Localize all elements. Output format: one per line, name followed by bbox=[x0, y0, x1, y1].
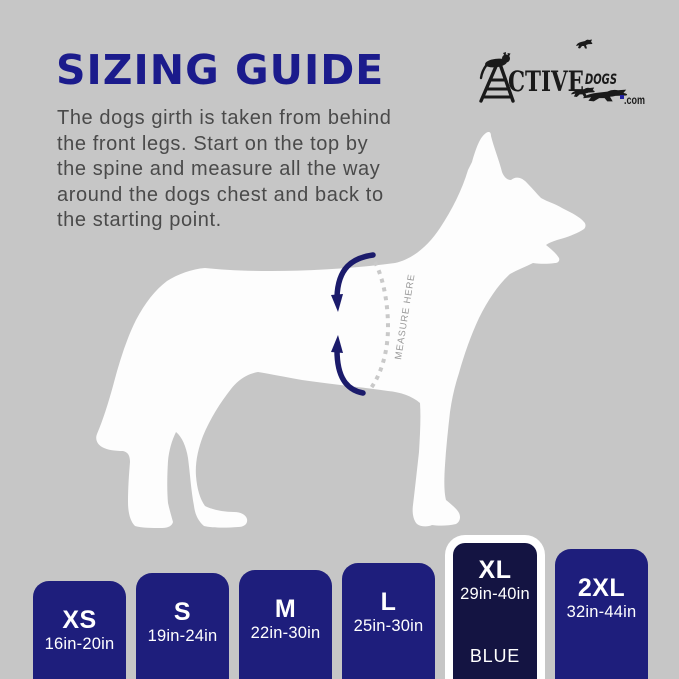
size-label: M bbox=[274, 595, 297, 623]
running-dog-icon bbox=[576, 39, 593, 49]
measure-arrow-top bbox=[334, 252, 376, 300]
activedogs-logo: CTIVE DOGS .com bbox=[475, 32, 650, 112]
instructions-line: the front legs. Start on the top by bbox=[57, 132, 369, 155]
size-bar: XL 29in-40in BLUE bbox=[445, 535, 545, 679]
size-chart: XS 16in-20in S 19in-24in M 22in-30in L 2… bbox=[33, 535, 648, 679]
logo-dot bbox=[620, 95, 624, 99]
running-dog-icon bbox=[571, 87, 595, 97]
activedogs-logo-graphic: CTIVE DOGS .com bbox=[479, 39, 645, 107]
logo-wordmark-dogs: DOGS bbox=[585, 72, 617, 88]
dog-silhouette bbox=[96, 132, 586, 528]
size-label: 2XL bbox=[577, 574, 626, 602]
size-bar: XS 16in-20in bbox=[33, 581, 126, 679]
instructions-line: the spine and measure all the way bbox=[57, 158, 381, 180]
size-label: XL bbox=[478, 556, 512, 584]
size-bar: M 22in-30in bbox=[239, 570, 332, 679]
page-title: SIZING GUIDE bbox=[56, 46, 385, 94]
measure-arrowhead-down bbox=[331, 294, 343, 312]
size-label: L bbox=[380, 588, 397, 616]
running-dog-icon bbox=[583, 89, 628, 102]
measure-arrow-bottom bbox=[334, 347, 366, 396]
lying-dog-icon bbox=[479, 52, 511, 80]
size-range: 29in-40in bbox=[460, 585, 530, 603]
size-label: XS bbox=[62, 606, 97, 634]
size-range: 16in-20in bbox=[44, 635, 115, 653]
size-range: 22in-30in bbox=[250, 624, 321, 642]
size-range: 32in-44in bbox=[566, 603, 637, 621]
instructions-text: The dogs girth is taken from behind the … bbox=[57, 106, 392, 234]
measure-arrowhead-up bbox=[331, 335, 343, 353]
size-bar: L 25in-30in bbox=[342, 563, 435, 679]
instructions-line: The dogs girth is taken from behind bbox=[57, 107, 392, 129]
size-label: S bbox=[173, 598, 192, 626]
size-bar: 2XL 32in-44in bbox=[555, 549, 648, 679]
size-range: 19in-24in bbox=[147, 627, 218, 645]
size-range: 25in-30in bbox=[353, 617, 424, 635]
size-bar: S 19in-24in bbox=[136, 573, 229, 679]
girth-dashed-line bbox=[366, 261, 391, 394]
logo-tld: .com bbox=[624, 93, 645, 107]
logo-wordmark-active: CTIVE bbox=[508, 65, 584, 98]
instructions-line: the starting point. bbox=[57, 209, 222, 231]
ladder-a-icon bbox=[479, 62, 515, 103]
size-color-note: BLUE bbox=[469, 646, 521, 666]
instructions-line: around the dogs chest and back to bbox=[57, 183, 384, 206]
